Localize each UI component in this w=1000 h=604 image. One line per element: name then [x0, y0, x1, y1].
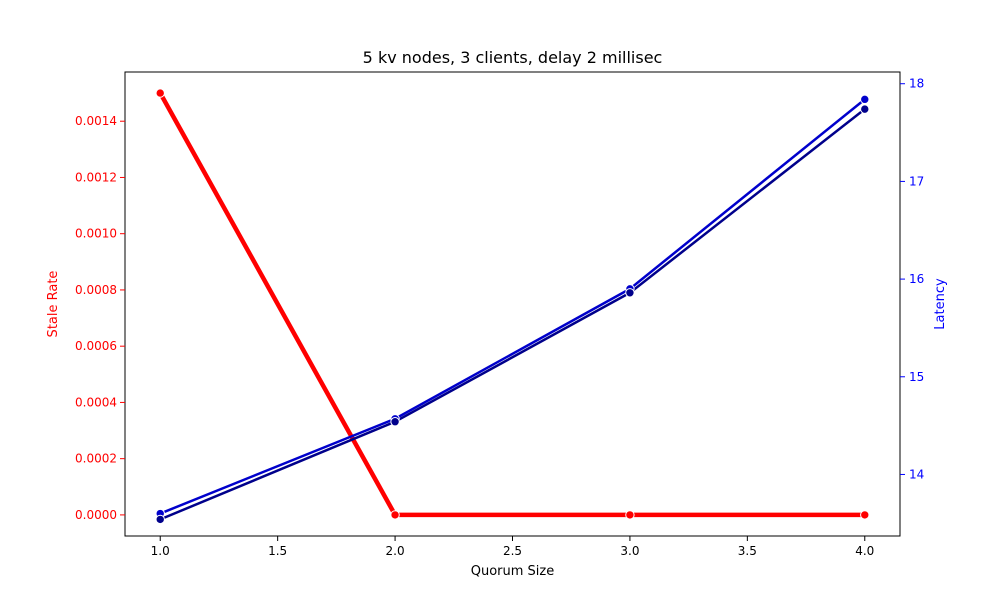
right-y-tick-label: 18: [909, 77, 924, 91]
x-tick-label: 2.5: [503, 544, 522, 558]
chart-title: 5 kv nodes, 3 clients, delay 2 millisec: [363, 48, 663, 67]
x-tick-label: 2.0: [386, 544, 405, 558]
left-y-tick-label: 0.0008: [75, 283, 117, 297]
right-y-tick-label: 16: [909, 272, 924, 286]
right-y-axis: 14 15 16 17 18: [900, 77, 924, 481]
left-y-tick-label: 0.0006: [75, 339, 117, 353]
left-y-tick-label: 0.0014: [75, 114, 117, 128]
series-1-point: [860, 510, 870, 520]
left-y-tick-label: 0.0012: [75, 170, 117, 184]
left-y-tick-label: 0.0004: [75, 395, 117, 409]
series-line-3: [158, 107, 867, 521]
x-tick-label: 4.0: [855, 544, 874, 558]
left-y-axis-label: Stale Rate: [46, 271, 61, 338]
series-1-point: [390, 510, 400, 520]
series-3-point: [390, 417, 400, 427]
left-y-tick-label: 0.0002: [75, 452, 117, 466]
series-1-point: [155, 88, 165, 98]
series-layer: [155, 88, 870, 525]
series-1-point: [625, 510, 635, 520]
series-2-point: [860, 94, 870, 105]
x-axis-label: Quorum Size: [471, 564, 555, 579]
x-tick-label: 1.0: [151, 544, 170, 558]
left-y-axis: 0.0000 0.0002 0.0004 0.0006 0.0008 0.0010 0.00…: [75, 114, 125, 522]
x-tick-label: 1.5: [268, 544, 287, 558]
series-3-point: [625, 288, 635, 298]
left-y-tick-label: 0.0000: [75, 508, 117, 522]
series-3-point: [860, 104, 870, 114]
series-line-1: [157, 90, 868, 518]
right-y-tick-label: 17: [909, 174, 924, 188]
right-y-axis-label: Latency: [933, 278, 948, 330]
right-y-tick-label: 15: [909, 370, 924, 384]
x-tick-label: 3.5: [738, 544, 757, 558]
x-axis: 1.0 1.5 2.0 2.5 3.0 3.5 4.0: [151, 536, 874, 558]
series-3-point: [155, 514, 165, 525]
x-tick-label: 3.0: [620, 544, 639, 558]
left-y-tick-label: 0.0010: [75, 227, 117, 241]
series-line-2: [158, 98, 867, 515]
right-y-tick-label: 14: [909, 467, 924, 481]
